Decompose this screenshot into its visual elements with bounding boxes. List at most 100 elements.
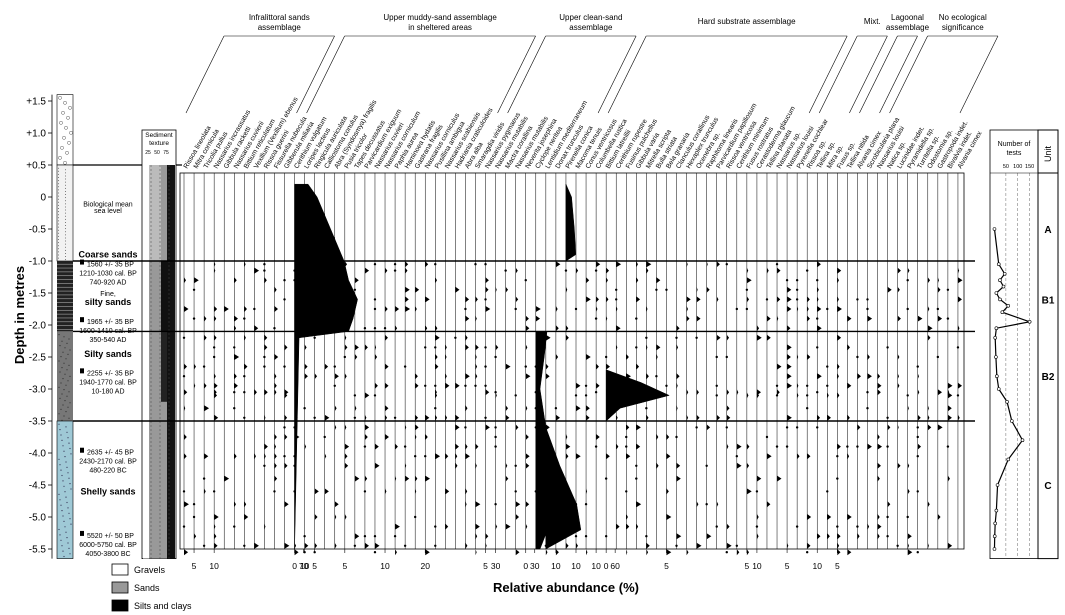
presence-dot	[393, 416, 397, 419]
presence-dot	[916, 551, 919, 554]
abundance-mark	[586, 405, 590, 412]
abundance-mark	[626, 453, 631, 460]
core-coarse-sands	[56, 164, 74, 262]
abundance-mark	[495, 286, 497, 293]
abundance-mark	[425, 434, 428, 440]
annotation-text: Silty sands	[84, 349, 132, 359]
abundance-mark	[837, 296, 839, 303]
abundance-mark	[274, 382, 277, 389]
abundance-mark	[726, 523, 730, 530]
texture-title: Sediment	[145, 132, 173, 139]
group-bracket-leg	[849, 35, 888, 114]
abundance-mark	[184, 549, 189, 556]
abundance-mark	[234, 453, 237, 460]
tests-point	[1005, 399, 1009, 404]
presence-dot	[263, 355, 266, 359]
abundance-mark	[686, 261, 688, 268]
abundance-mark	[897, 424, 899, 431]
abundance-mark	[264, 334, 268, 341]
abundance-mark	[395, 475, 397, 482]
abundance-mark	[485, 277, 489, 284]
abundance-mark	[726, 405, 730, 412]
presence-dot	[424, 455, 427, 458]
presence-dot	[665, 384, 668, 387]
abundance-mark	[626, 549, 628, 556]
presence-dot	[283, 365, 286, 368]
abundance-mark	[787, 363, 792, 370]
abundance-mark	[696, 296, 701, 303]
group-bracket-leg	[889, 35, 928, 114]
abundance-mark	[374, 344, 377, 351]
abundance-mark	[425, 261, 429, 268]
abundance-mark	[284, 542, 290, 549]
presence-dot	[514, 394, 517, 397]
abundance-mark	[184, 277, 186, 284]
abundance-mark	[676, 533, 682, 540]
abundance-mark	[636, 363, 640, 370]
presence-dot	[916, 365, 919, 368]
abundance-mark	[837, 363, 840, 370]
abundance-mark	[234, 382, 238, 389]
presence-dot	[484, 298, 487, 301]
abundance-mark	[586, 354, 591, 360]
presence-dot	[434, 544, 437, 547]
presence-dot	[393, 535, 397, 538]
abundance-mark	[636, 523, 639, 530]
shell-dot	[58, 423, 60, 425]
scale-label: 70	[299, 561, 309, 571]
sand-stipple	[58, 257, 59, 259]
abundance-mark	[495, 392, 497, 399]
abundance-mark	[646, 414, 649, 421]
abundance-mark	[385, 434, 389, 440]
shell-dot	[58, 458, 60, 460]
presence-dot	[353, 416, 357, 419]
abundance-mark	[194, 363, 196, 370]
abundance-mark	[425, 475, 430, 482]
annotation-text: 1210-1030 cal. BP	[79, 271, 137, 278]
shell-dot	[62, 550, 64, 552]
presence-dot	[886, 346, 889, 349]
abundance-mark	[405, 296, 409, 303]
unit-label: B1	[1042, 295, 1055, 306]
presence-dot	[866, 391, 869, 394]
abundance-mark	[957, 267, 960, 274]
scale-label: 10	[812, 561, 822, 571]
presence-dot	[413, 515, 417, 519]
presence-dot	[745, 307, 749, 311]
abundance-mark	[867, 354, 870, 360]
depth-tick-label: -1.0	[29, 257, 47, 268]
shell-dot	[68, 477, 70, 479]
abundance-mark	[405, 306, 411, 312]
presence-dot	[192, 317, 196, 320]
abundance-mark	[415, 424, 419, 431]
abundance-mark	[264, 277, 267, 284]
abundance-mark	[485, 286, 489, 293]
abundance-mark	[475, 462, 477, 469]
abundance-mark	[636, 261, 638, 268]
abundance-mark	[586, 296, 591, 303]
presence-dot	[494, 426, 497, 429]
presence-dot	[725, 426, 728, 429]
abundance-mark	[194, 382, 196, 389]
abundance-mark	[756, 475, 762, 482]
scale-label: 5	[483, 561, 488, 571]
abundance-mark	[214, 542, 218, 549]
presence-dot	[715, 525, 718, 528]
shell-dot	[66, 537, 68, 539]
abundance-mark	[596, 363, 599, 370]
presence-dot	[363, 327, 367, 330]
tests-tick: 100	[1013, 164, 1022, 170]
abundance-mark	[234, 325, 237, 332]
presence-dot	[635, 317, 638, 320]
sand-stipple	[65, 209, 66, 211]
abundance-mark	[897, 382, 900, 389]
abundance-mark	[586, 488, 588, 495]
tests-point	[996, 387, 1001, 391]
sand-stipple	[58, 223, 59, 225]
gravel-dot	[60, 145, 64, 150]
depth-axis: +1.5 +1.0 +0.5 0 -0.5 -1.0 -1.5 -2.0 -2.5 -3.0 -3.…	[26, 94, 53, 559]
abundance-mark	[656, 434, 659, 440]
abundance-mark	[274, 434, 277, 440]
annotation-text: Coarse sands	[78, 250, 137, 260]
sand-stipple	[65, 259, 66, 261]
